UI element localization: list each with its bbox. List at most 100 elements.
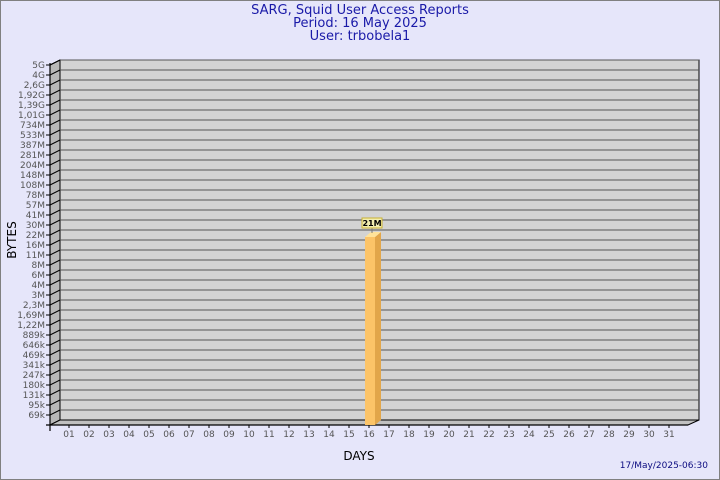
gridline-depth — [49, 149, 61, 156]
gridline-depth — [49, 289, 61, 296]
chart-period: Period: 16 May 2025 — [293, 16, 427, 31]
y-tick-label: 469k — [23, 351, 46, 361]
y-tick-label: 1,22M — [17, 321, 45, 331]
gridline-depth — [49, 129, 61, 136]
gridline-depth — [49, 379, 61, 386]
y-tick-label: 1,01G — [18, 111, 45, 121]
x-axis-title: DAYS — [343, 449, 374, 463]
gridline-depth — [49, 309, 61, 316]
y-tick-label: 4M — [32, 281, 46, 291]
gridline-depth — [49, 239, 61, 246]
y-tick-label: 78M — [26, 191, 45, 201]
gridline-depth — [49, 119, 61, 126]
y-tick-label: 22M — [26, 231, 45, 241]
y-tick-label: 3M — [32, 291, 46, 301]
x-tick-label: 07 — [183, 430, 194, 440]
gridline-depth — [49, 109, 61, 116]
y-tick-label: 5G — [32, 61, 45, 71]
y-axis-title: BYTES — [5, 221, 19, 258]
gridline-depth — [49, 389, 61, 396]
x-tick-label: 30 — [643, 430, 655, 440]
bar-side — [375, 232, 381, 425]
y-tick-label: 57M — [26, 201, 45, 211]
gridline-depth — [49, 229, 61, 236]
y-tick-label: 247k — [23, 371, 46, 381]
gridline-depth — [49, 99, 61, 106]
gridline-depth — [49, 189, 61, 196]
gridline-depth — [49, 179, 61, 186]
y-tick-label: 131k — [23, 391, 46, 401]
x-tick-label: 26 — [563, 430, 575, 440]
y-tick-label: 8M — [32, 261, 46, 271]
y-tick-label: 341k — [23, 361, 46, 371]
x-tick-label: 08 — [203, 430, 215, 440]
gridline-depth — [49, 209, 61, 216]
x-tick-label: 13 — [303, 430, 314, 440]
bar-top — [365, 232, 381, 237]
x-tick-label: 05 — [143, 430, 154, 440]
gridline-depth — [49, 139, 61, 146]
x-tick-label: 04 — [123, 430, 135, 440]
gridline-depth — [49, 329, 61, 336]
y-tick-label: 204M — [20, 161, 45, 171]
x-tick-label: 11 — [263, 430, 274, 440]
bar-day-16 — [365, 237, 375, 425]
x-tick-label: 10 — [243, 430, 255, 440]
x-tick-label: 09 — [223, 430, 235, 440]
y-tick-label: 1,69M — [17, 311, 45, 321]
gridline-depth — [49, 409, 61, 416]
y-tick-label: 108M — [20, 181, 45, 191]
x-tick-label: 14 — [323, 430, 335, 440]
gridline-depth — [49, 349, 61, 356]
gridline-depth — [49, 89, 61, 96]
x-tick-label: 20 — [443, 430, 455, 440]
gridline-depth — [49, 219, 61, 226]
gridline-depth — [49, 339, 61, 346]
gridline-depth — [49, 359, 61, 366]
y-tick-label: 11M — [26, 251, 45, 261]
y-tick-label: 734M — [20, 121, 45, 131]
x-tick-label: 23 — [503, 430, 514, 440]
y-tick-label: 889k — [23, 331, 46, 341]
y-tick-label: 69k — [28, 411, 45, 421]
x-tick-label: 31 — [663, 430, 674, 440]
x-tick-label: 24 — [523, 430, 535, 440]
y-tick-label: 2,6G — [24, 81, 45, 91]
x-tick-label: 29 — [623, 430, 635, 440]
generated-timestamp: 17/May/2025-06:30 — [619, 461, 708, 471]
x-tick-label: 19 — [423, 430, 435, 440]
data-label: 21M — [362, 219, 381, 228]
x-tick-label: 06 — [163, 430, 175, 440]
y-tick-label: 646k — [23, 341, 46, 351]
gridline-depth — [49, 369, 61, 376]
x-tick-label: 27 — [583, 430, 594, 440]
gridline-depth — [49, 199, 61, 206]
x-tick-label: 16 — [363, 430, 375, 440]
y-tick-label: 95k — [28, 401, 45, 411]
gridline-depth — [49, 169, 61, 176]
y-tick-label: 1,92G — [18, 91, 45, 101]
y-tick-label: 41M — [26, 211, 45, 221]
gridline-depth — [49, 319, 61, 326]
gridline-depth — [49, 69, 61, 76]
gridline-depth — [49, 279, 61, 286]
y-tick-label: 6M — [32, 271, 46, 281]
y-tick-label: 16M — [26, 241, 45, 251]
gridline-depth — [49, 159, 61, 166]
x-tick-label: 21 — [463, 430, 474, 440]
x-tick-label: 02 — [83, 430, 94, 440]
gridline-depth — [49, 79, 61, 86]
x-tick-label: 28 — [603, 430, 615, 440]
y-tick-label: 2,3M — [23, 301, 45, 311]
y-tick-label: 30M — [26, 221, 45, 231]
y-tick-label: 1,39G — [18, 101, 45, 111]
x-tick-label: 03 — [103, 430, 114, 440]
y-tick-label: 180k — [23, 381, 46, 391]
x-tick-label: 22 — [483, 430, 494, 440]
chart-title: SARG, Squid User Access Reports — [251, 3, 469, 18]
x-tick-label: 15 — [343, 430, 354, 440]
gridline-depth — [49, 299, 61, 306]
gridline-depth — [49, 59, 61, 66]
gridline-depth — [49, 249, 61, 256]
